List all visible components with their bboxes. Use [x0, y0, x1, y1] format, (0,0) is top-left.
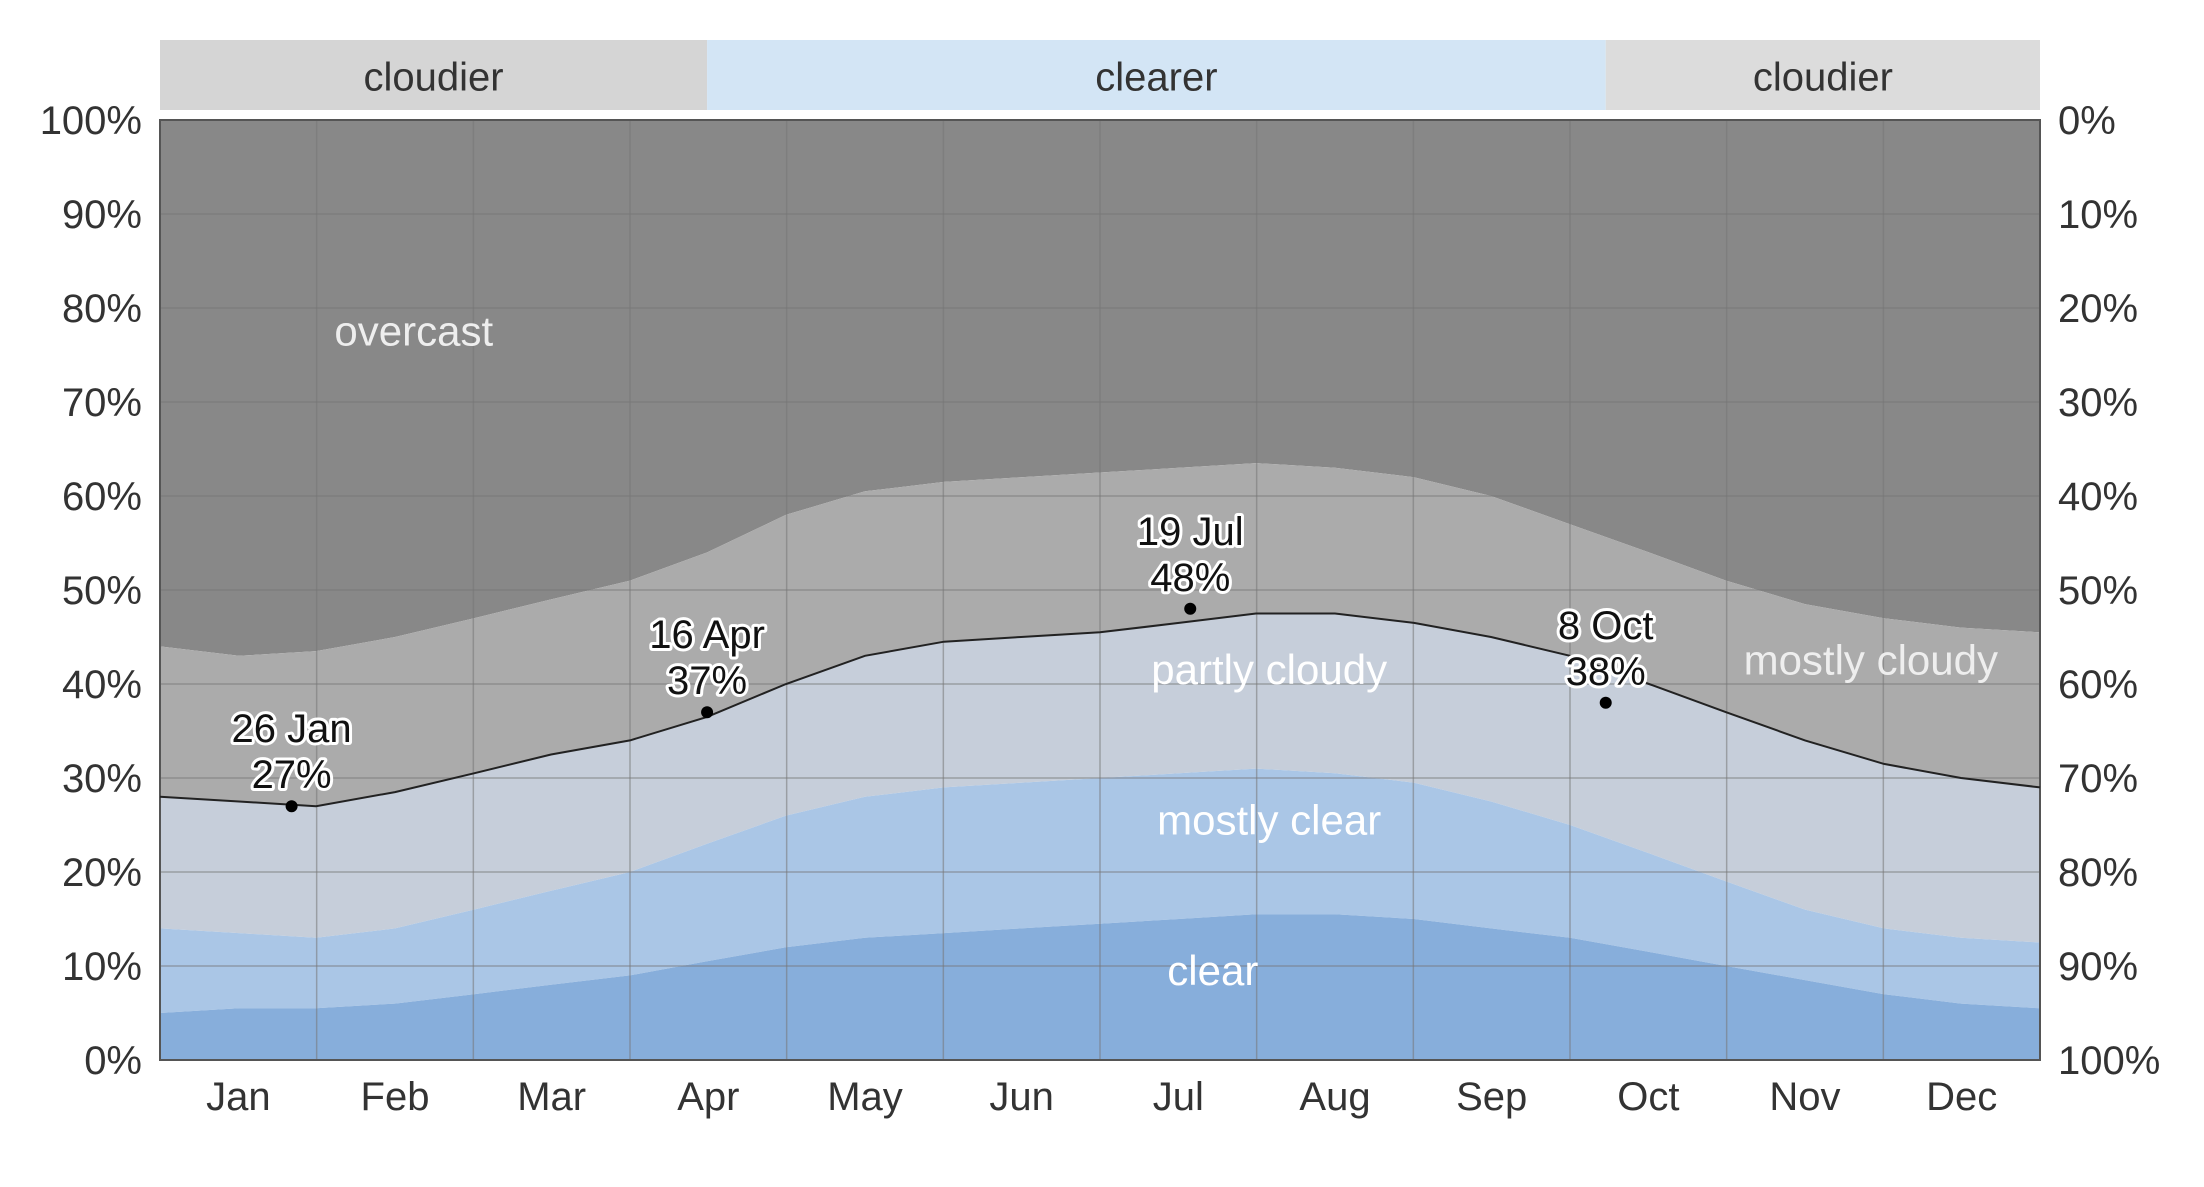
season-band: cloudier clearer cloudier — [160, 40, 2040, 110]
y-left-tick-label: 20% — [62, 851, 142, 895]
y-right-tick-label: 50% — [2058, 569, 2138, 613]
y-right-tick-label: 40% — [2058, 475, 2138, 519]
season-band-label: cloudier — [364, 55, 504, 99]
season-band-label: clearer — [1095, 55, 1217, 99]
y-right-tick-label: 70% — [2058, 757, 2138, 801]
y-axis-left: 0% 10% 20% 30% 40% 50% 60% 70% 80% 90% 100% — [40, 99, 142, 1083]
series-label-clear: clear — [1167, 947, 1258, 994]
series-label-partly-cloudy: partly cloudy — [1151, 646, 1387, 693]
annotation-value: 37% — [667, 659, 747, 703]
x-tick-label: Aug — [1299, 1075, 1370, 1119]
x-tick-label: May — [827, 1075, 903, 1119]
y-right-tick-label: 30% — [2058, 381, 2138, 425]
y-right-tick-label: 10% — [2058, 193, 2138, 237]
x-tick-label: Sep — [1456, 1075, 1527, 1119]
y-right-tick-label: 20% — [2058, 287, 2138, 331]
x-tick-label: Nov — [1769, 1075, 1840, 1119]
y-left-tick-label: 60% — [62, 475, 142, 519]
y-left-tick-label: 0% — [84, 1039, 142, 1083]
annotation-date: 26 Jan — [232, 707, 352, 751]
x-tick-label: Oct — [1617, 1075, 1679, 1119]
annotation-value: 48% — [1150, 556, 1230, 600]
y-left-tick-label: 90% — [62, 193, 142, 237]
x-tick-label: Jun — [989, 1075, 1054, 1119]
y-left-tick-label: 10% — [62, 945, 142, 989]
y-axis-right: 0% 10% 20% 30% 40% 50% 60% 70% 80% 90% 100% — [2058, 99, 2160, 1083]
cloud-cover-chart: cloudier clearer cloudier 0% 10% 20% 30% 40% 50%… — [0, 0, 2204, 1187]
series-label-overcast: overcast — [334, 308, 493, 355]
season-band-label: cloudier — [1753, 55, 1893, 99]
x-tick-label: Mar — [517, 1075, 586, 1119]
x-tick-label: Jan — [206, 1075, 271, 1119]
y-left-tick-label: 100% — [40, 99, 142, 143]
annotation-dot — [701, 706, 713, 718]
y-left-tick-label: 40% — [62, 663, 142, 707]
annotation-dot — [1184, 603, 1196, 615]
y-right-tick-label: 60% — [2058, 663, 2138, 707]
x-axis: Jan Feb Mar Apr May Jun Jul Aug Sep Oct Nov Dec — [206, 1075, 1997, 1119]
annotation-dot — [1600, 697, 1612, 709]
annotation-value: 27% — [252, 753, 332, 797]
annotation-date: 19 Jul — [1137, 510, 1244, 554]
x-tick-label: Apr — [677, 1075, 739, 1119]
y-right-tick-label: 100% — [2058, 1039, 2160, 1083]
series-label-mostly-cloudy: mostly cloudy — [1744, 637, 1998, 684]
annotation-date: 8 Oct — [1558, 604, 1654, 648]
y-left-tick-label: 30% — [62, 757, 142, 801]
x-tick-label: Jul — [1153, 1075, 1204, 1119]
x-tick-label: Dec — [1926, 1075, 1997, 1119]
series-label-mostly-clear: mostly clear — [1157, 796, 1381, 843]
annotation-date: 16 Apr — [649, 613, 765, 657]
y-left-tick-label: 70% — [62, 381, 142, 425]
y-left-tick-label: 50% — [62, 569, 142, 613]
y-right-tick-label: 80% — [2058, 851, 2138, 895]
y-left-tick-label: 80% — [62, 287, 142, 331]
y-right-tick-label: 0% — [2058, 99, 2116, 143]
x-tick-label: Feb — [361, 1075, 430, 1119]
annotation-value: 38% — [1566, 650, 1646, 694]
annotation-dot — [286, 800, 298, 812]
y-right-tick-label: 90% — [2058, 945, 2138, 989]
